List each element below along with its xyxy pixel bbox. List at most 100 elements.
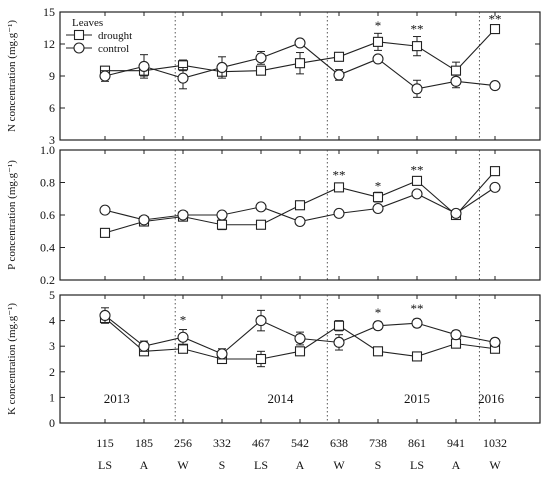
control-point [450,75,462,87]
year-label: 2016 [478,391,505,406]
significance-mark: ** [333,167,346,182]
season-label: A [296,458,305,472]
significance-mark: ** [411,21,424,36]
control-point [216,348,228,360]
control-point [450,329,462,341]
x-tick-label: 115 [96,436,114,450]
control-point [138,214,150,226]
drought-point [489,24,501,35]
series-control [99,307,501,360]
season-label: S [375,458,382,472]
control-point [489,181,501,193]
y-tick-label: 0 [49,416,55,430]
control-point [177,331,189,343]
x-tick-label: 941 [447,436,465,450]
significance-mark: ** [489,12,502,27]
y-tick-label: 12 [43,37,55,51]
y-tick-label: 9 [49,69,55,83]
significance-mark: ** [411,162,424,177]
y-axis-label: K concentration (mg.g⁻¹) [6,303,18,415]
control-point [99,204,111,216]
drought-point [255,353,267,365]
control-point [138,340,150,352]
significance-mark: * [180,312,187,327]
drought-point [333,182,345,193]
y-tick-label: 1.0 [40,143,55,157]
x-tick-label: 738 [369,436,387,450]
panel-2 [59,149,541,281]
y-axis-label: P concentration (mg.g⁻¹) [6,160,18,270]
series-control [99,181,501,228]
y-tick-label: 0.2 [40,273,55,287]
drought-point [255,219,267,230]
drought-point [489,166,501,177]
drought-point [177,343,189,354]
y-tick-label: 0.8 [40,176,55,190]
y-tick-label: 3 [49,339,55,353]
drought-point [411,175,423,186]
panel-1 [59,11,541,141]
drought-point [411,41,423,52]
drought-point [372,346,384,357]
x-tick-label: 542 [291,436,309,450]
panel-frame [59,294,541,424]
legend-marker [73,42,85,54]
drought-point [450,338,462,349]
year-label: 2014 [268,391,295,406]
season-label: S [219,458,226,472]
control-point [99,309,111,322]
season-label: A [452,458,461,472]
control-point [216,61,228,74]
y-tick-label: 4 [49,314,55,328]
control-point [216,209,228,221]
control-point [294,332,306,345]
drought-point [255,65,267,76]
x-tick-label: 638 [330,436,348,450]
control-point [138,60,150,72]
y-tick-label: 1 [49,390,55,404]
control-point [411,83,423,95]
legend-entry: control [98,43,129,55]
control-point [372,320,384,332]
control-point [411,188,423,200]
control-point [489,80,501,92]
x-tick-label: 1032 [483,436,507,450]
control-point [99,70,111,82]
drought-point [333,51,345,62]
control-point [333,207,345,219]
drought-point [294,200,306,211]
season-label: W [333,458,345,472]
season-label: LS [254,458,268,472]
y-tick-label: 15 [43,5,55,19]
drought-point [294,58,306,69]
x-tick-label: 185 [135,436,153,450]
control-point [177,209,189,221]
y-tick-label: 5 [49,288,55,302]
season-label: A [140,458,149,472]
control-point [177,72,189,84]
season-label: W [489,458,501,472]
drought-point [450,65,462,76]
control-point [411,317,423,329]
drought-point [411,351,423,362]
drought-point [294,346,306,357]
control-point [333,336,345,348]
control-point [255,315,267,327]
y-tick-label: 0.4 [40,241,55,255]
y-tick-label: 0.6 [40,208,55,222]
control-point [294,215,306,228]
drought-point [372,36,384,47]
control-point [372,202,384,215]
drought-point [372,192,384,203]
season-label: W [177,458,189,472]
significance-mark: * [375,179,382,194]
drought-point [216,219,228,230]
control-point [333,69,345,81]
x-tick-label: 256 [174,436,192,450]
season-label: LS [98,458,112,472]
series-control [99,37,501,98]
x-tick-label: 861 [408,436,426,450]
x-tick-label: 332 [213,436,231,450]
drought-point [333,320,345,331]
